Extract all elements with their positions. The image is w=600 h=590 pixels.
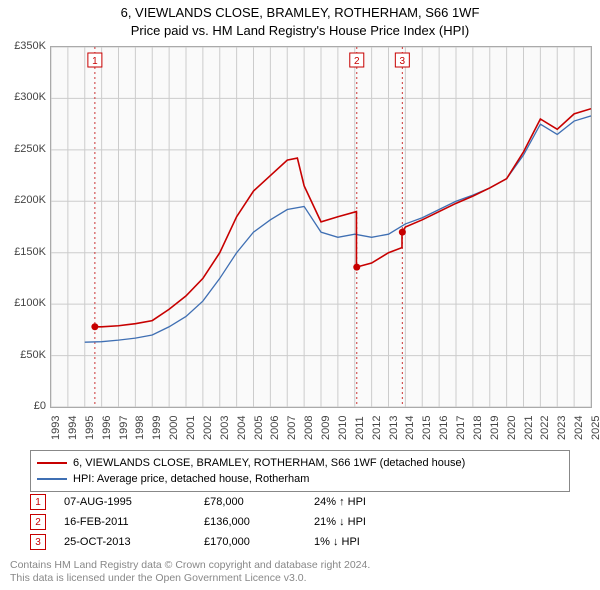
svg-text:1: 1 — [92, 56, 98, 67]
x-tick-label: 2001 — [185, 416, 197, 440]
legend-label-red: 6, VIEWLANDS CLOSE, BRAMLEY, ROTHERHAM, … — [73, 457, 465, 469]
x-tick-label: 1999 — [151, 416, 163, 440]
legend-label-blue: HPI: Average price, detached house, Roth… — [73, 473, 309, 485]
x-tick-label: 1994 — [67, 416, 79, 440]
x-tick-label: 2007 — [286, 416, 298, 440]
x-tick-label: 1996 — [101, 416, 113, 440]
event-table: 1 07-AUG-1995£78,00024% ↑ HPI 2 16-FEB-2011… — [30, 492, 570, 552]
y-tick-label: £350K — [14, 40, 46, 52]
footnote-line-1: Contains HM Land Registry data © Crown c… — [10, 559, 370, 573]
title-line-1: 6, VIEWLANDS CLOSE, BRAMLEY, ROTHERHAM, … — [0, 4, 600, 22]
y-tick-label: £100K — [14, 297, 46, 309]
event-row: 1 07-AUG-1995£78,00024% ↑ HPI — [30, 492, 570, 512]
x-tick-label: 2004 — [236, 416, 248, 440]
legend-swatch-red — [37, 462, 67, 464]
x-tick-label: 2023 — [556, 416, 568, 440]
event-row: 2 16-FEB-2011£136,00021% ↓ HPI — [30, 512, 570, 532]
x-tick-label: 1993 — [50, 416, 62, 440]
x-tick-label: 2021 — [523, 416, 535, 440]
footnote: Contains HM Land Registry data © Crown c… — [10, 559, 370, 586]
event-date: 16-FEB-2011 — [64, 516, 204, 528]
x-tick-label: 2005 — [253, 416, 265, 440]
event-price: £136,000 — [204, 516, 314, 528]
x-tick-label: 2018 — [472, 416, 484, 440]
event-flag: 1 — [30, 494, 46, 510]
y-tick-label: £0 — [34, 400, 46, 412]
x-tick-label: 2000 — [168, 416, 180, 440]
x-tick-label: 1997 — [118, 416, 130, 440]
event-row: 3 25-OCT-2013£170,0001% ↓ HPI — [30, 532, 570, 552]
x-tick-label: 2025 — [590, 416, 600, 440]
svg-text:3: 3 — [400, 56, 406, 67]
event-pct: 24% ↑ HPI — [314, 496, 434, 508]
event-date: 07-AUG-1995 — [64, 496, 204, 508]
event-pct: 21% ↓ HPI — [314, 516, 434, 528]
y-tick-label: £300K — [14, 91, 46, 103]
x-tick-label: 2019 — [489, 416, 501, 440]
plot-svg: 1 2 3 — [51, 47, 591, 407]
event-price: £78,000 — [204, 496, 314, 508]
plot-area: 1 2 3 — [50, 46, 592, 408]
x-tick-label: 2015 — [421, 416, 433, 440]
event-pct: 1% ↓ HPI — [314, 536, 434, 548]
legend: 6, VIEWLANDS CLOSE, BRAMLEY, ROTHERHAM, … — [30, 450, 570, 492]
x-tick-label: 2022 — [539, 416, 551, 440]
x-tick-label: 2024 — [573, 416, 585, 440]
y-axis: £0£50K£100K£150K£200K£250K£300K£350K — [0, 46, 50, 406]
x-tick-label: 2003 — [219, 416, 231, 440]
legend-row-red: 6, VIEWLANDS CLOSE, BRAMLEY, ROTHERHAM, … — [37, 455, 563, 471]
x-tick-label: 1995 — [84, 416, 96, 440]
legend-row-blue: HPI: Average price, detached house, Roth… — [37, 471, 563, 487]
chart-container: 6, VIEWLANDS CLOSE, BRAMLEY, ROTHERHAM, … — [0, 0, 600, 590]
y-tick-label: £150K — [14, 246, 46, 258]
x-tick-label: 2009 — [320, 416, 332, 440]
x-tick-label: 2017 — [455, 416, 467, 440]
event-date: 25-OCT-2013 — [64, 536, 204, 548]
x-tick-label: 2008 — [303, 416, 315, 440]
svg-text:2: 2 — [354, 56, 360, 67]
x-tick-label: 1998 — [134, 416, 146, 440]
x-tick-label: 2013 — [388, 416, 400, 440]
x-tick-label: 2014 — [404, 416, 416, 440]
event-price: £170,000 — [204, 536, 314, 548]
x-tick-label: 2010 — [337, 416, 349, 440]
x-tick-label: 2016 — [438, 416, 450, 440]
event-flag: 3 — [30, 534, 46, 550]
title-line-2: Price paid vs. HM Land Registry's House … — [0, 22, 600, 40]
y-tick-label: £200K — [14, 194, 46, 206]
x-axis: 1993 1994 1995 1996 1997 1998 1999 2000 2001 2002… — [50, 406, 590, 446]
y-tick-label: £50K — [20, 349, 46, 361]
x-tick-label: 2002 — [202, 416, 214, 440]
legend-swatch-blue — [37, 478, 67, 480]
x-tick-label: 2020 — [506, 416, 518, 440]
event-flag: 2 — [30, 514, 46, 530]
x-tick-label: 2006 — [269, 416, 281, 440]
x-tick-label: 2012 — [371, 416, 383, 440]
y-tick-label: £250K — [14, 143, 46, 155]
x-tick-label: 2011 — [354, 416, 366, 440]
footnote-line-2: This data is licensed under the Open Gov… — [10, 572, 370, 586]
chart-title: 6, VIEWLANDS CLOSE, BRAMLEY, ROTHERHAM, … — [0, 0, 600, 40]
